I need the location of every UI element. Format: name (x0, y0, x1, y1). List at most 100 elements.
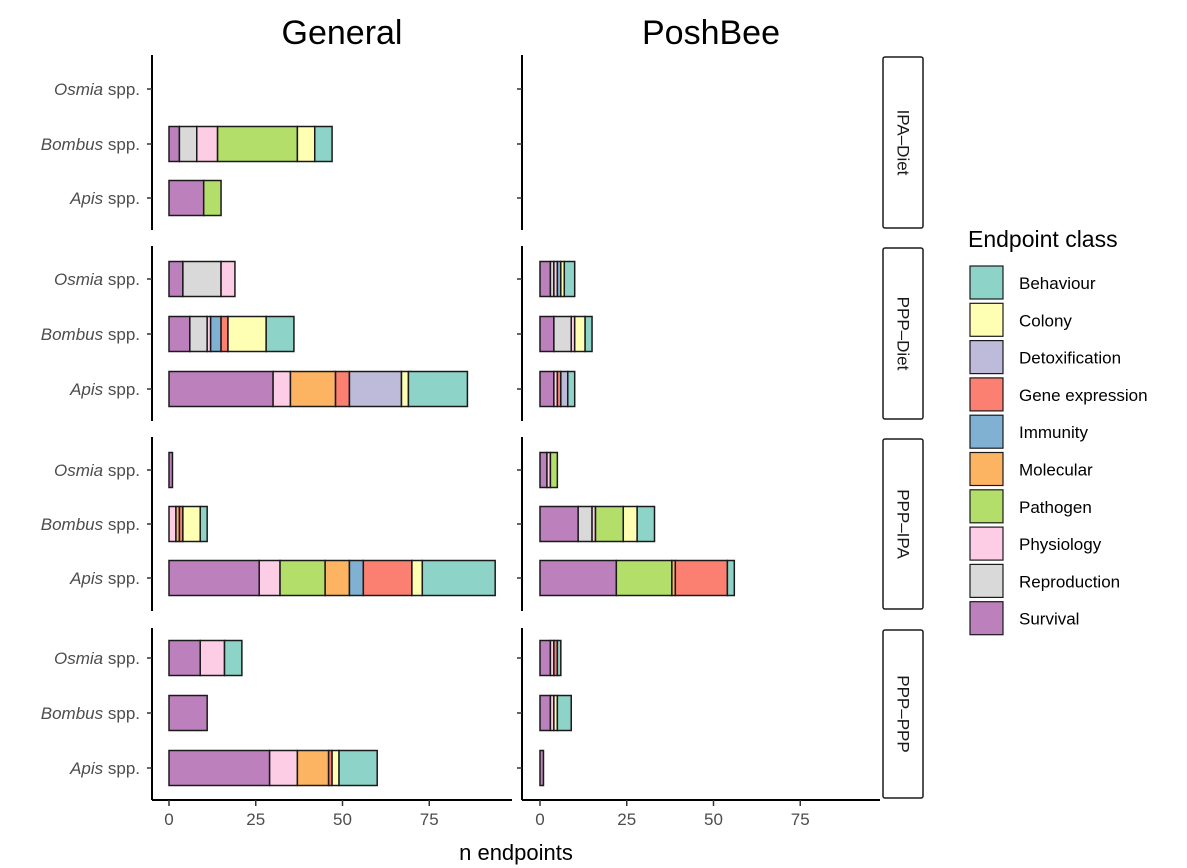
panel-3-1 (517, 628, 572, 800)
bar-segment-physiology (196, 125, 219, 163)
facet-strip-1: PPP–Diet (882, 247, 924, 420)
facet-strip-0: IPA–Diet (882, 56, 924, 229)
bar-segment-survival (539, 559, 618, 597)
species-suffix: spp. (103, 325, 140, 344)
bar-segment-reproduction (553, 315, 572, 353)
bar-segment-survival (168, 559, 260, 597)
bar-segment-behaviour (199, 505, 208, 543)
facet-strip-label: PPP–IPA (894, 489, 913, 559)
bar-segment-physiology (268, 749, 299, 787)
legend-item-behaviour: Behaviour (969, 265, 1096, 300)
facet-strip-2: PPP–IPA (882, 438, 924, 610)
bar-segment-detoxification (560, 370, 569, 408)
bar-segment-colony (573, 315, 586, 353)
bar-segment-behaviour (338, 749, 378, 787)
legend-swatch (969, 489, 1004, 524)
species-suffix: spp. (103, 189, 140, 208)
x-axis-title: n endpoints (459, 840, 573, 865)
bar-segment-behaviour (636, 505, 656, 543)
bar-segment-physiology (199, 639, 226, 677)
bar-segment-behaviour (584, 315, 593, 353)
bar-segment-immunity (348, 559, 365, 597)
bar-segment-behaviour (563, 260, 576, 298)
facet-strip-label: IPA–Diet (894, 110, 913, 176)
bar-segment-colony (622, 505, 638, 543)
legend-item-survival: Survival (969, 601, 1079, 636)
bar-segment-pathogen (594, 505, 625, 543)
x-tick-label: 0 (164, 810, 173, 829)
bar-segment-physiology (272, 370, 292, 408)
bar-segment-survival (539, 260, 552, 298)
legend-label: Colony (1019, 311, 1072, 330)
bar-segment-colony (182, 505, 201, 543)
bar-segment-immunity (209, 315, 222, 353)
facet-strip-box (882, 56, 924, 229)
bar-segment-behaviour (556, 694, 572, 732)
species-suffix: spp. (103, 515, 140, 534)
bar-segment-behaviour (726, 559, 736, 597)
bar-segment-survival (539, 315, 555, 353)
bar-segment-behaviour (567, 370, 576, 408)
legend-swatch (969, 601, 1004, 636)
panel-3-0 (147, 628, 378, 800)
x-tick-label: 75 (791, 810, 810, 829)
genus-name: Apis (69, 380, 104, 399)
x-tick-label: 25 (617, 810, 636, 829)
bar-segment-survival (539, 451, 548, 489)
bar-segment-molecular (289, 370, 337, 408)
species-suffix: spp. (103, 135, 140, 154)
bar-segment-colony (227, 315, 267, 353)
column-title-poshbee: PoshBee (642, 14, 780, 52)
facet-strip-box (882, 438, 924, 610)
bar-segment-survival (539, 505, 579, 543)
bar-segment-colony (331, 749, 340, 787)
bar-segment-behaviour (265, 315, 295, 353)
legend-swatch (969, 563, 1004, 599)
panel-1-0 (147, 246, 469, 421)
bar-segment-survival (539, 749, 545, 787)
y-tick-label-osmia: Osmia spp. (54, 461, 140, 480)
legend-item-reproduction: Reproduction (969, 563, 1120, 599)
panel-1-1 (517, 246, 593, 421)
genus-name: Apis (69, 569, 104, 588)
facet-strip-3: PPP–PPP (882, 629, 924, 799)
legend-swatch (969, 265, 1004, 300)
y-tick-label-apis: Apis spp. (69, 759, 140, 778)
genus-name: Apis (69, 189, 104, 208)
x-tick-label: 0 (535, 810, 544, 829)
legend-label: Immunity (1019, 423, 1088, 442)
bar-segment-survival (168, 370, 274, 408)
panel-2-0 (147, 437, 496, 611)
panel-0-1 (517, 55, 523, 230)
bar-segment-behaviour (421, 559, 496, 597)
legend-item-pathogen: Pathogen (969, 489, 1092, 524)
bar-segment-pathogen (549, 451, 559, 489)
bar-segment-gene-expression (362, 559, 413, 597)
y-tick-label-apis: Apis spp. (69, 569, 140, 588)
legend-label: Behaviour (1019, 274, 1096, 293)
y-tick-label-bombus: Bombus spp. (41, 325, 140, 344)
legend-title: Endpoint class (968, 226, 1118, 252)
bar-segment-survival (168, 125, 181, 163)
bar-segment-molecular (324, 559, 351, 597)
y-tick-label-osmia: Osmia spp. (54, 80, 140, 99)
x-tick-label: 75 (420, 810, 439, 829)
genus-name: Bombus (41, 515, 104, 534)
bar-segment-molecular (296, 749, 330, 787)
bar-segment-gene-expression (220, 315, 229, 353)
bar-segment-reproduction (178, 125, 198, 163)
legend-item-immunity: Immunity (969, 414, 1088, 449)
bar-segment-physiology (168, 505, 177, 543)
bar-segment-pathogen (615, 559, 673, 597)
legend-label: Reproduction (1019, 572, 1120, 591)
facet-strip-label: PPP–Diet (894, 297, 913, 371)
x-tick-label: 50 (333, 810, 352, 829)
species-suffix: spp. (103, 704, 140, 723)
bar-segment-survival (168, 451, 174, 489)
legend-label: Molecular (1019, 461, 1093, 480)
legend-item-gene-expression: Gene expression (969, 377, 1148, 412)
y-tick-label-osmia: Osmia spp. (54, 649, 140, 668)
legend-label: Detoxification (1019, 349, 1121, 368)
genus-name: Osmia (54, 649, 103, 668)
genus-name: Osmia (54, 270, 103, 289)
